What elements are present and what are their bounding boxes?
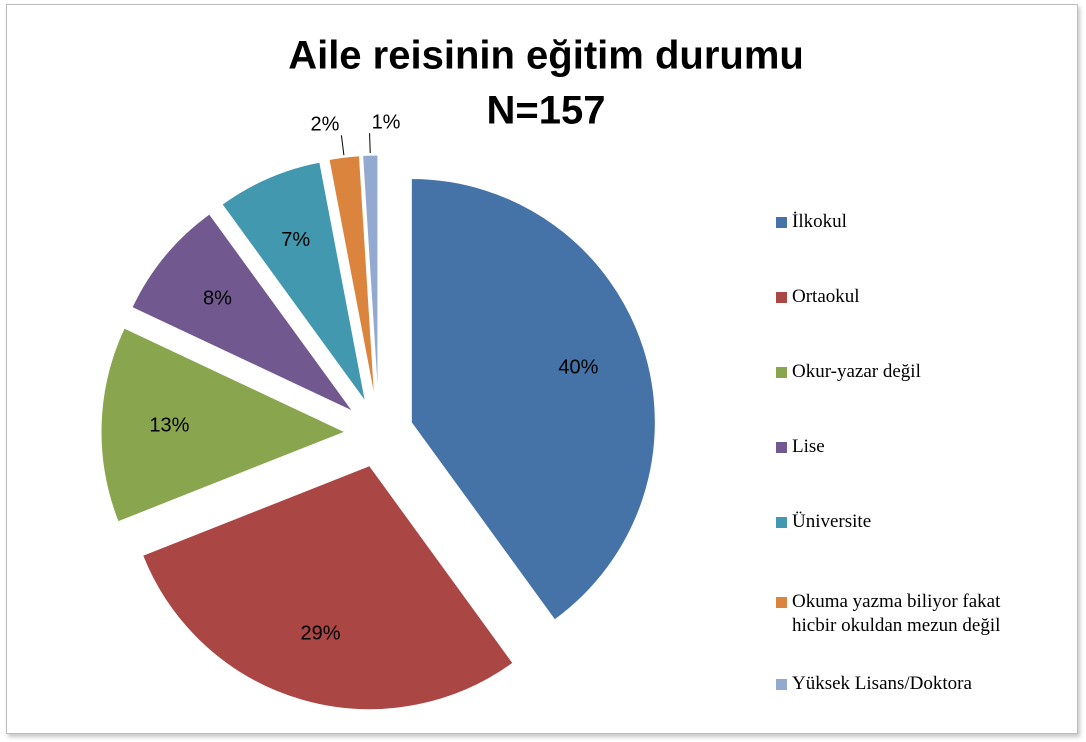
legend-label: İlkokul xyxy=(792,211,847,232)
legend-swatch xyxy=(776,292,787,303)
chart-subtitle: N=157 xyxy=(487,89,606,133)
data-label: 1% xyxy=(372,111,401,133)
legend-label: Okuma yazma biliyor fakat hicbir okuldan… xyxy=(792,591,1001,636)
legend-item: Okuma yazma biliyor fakat hicbir okuldan… xyxy=(776,590,1066,638)
pie-slice xyxy=(221,161,366,403)
pie-slice xyxy=(131,213,354,412)
pie-slice xyxy=(410,177,656,621)
legend-label: Okur-yazar değil xyxy=(792,361,921,382)
pie-slice xyxy=(328,155,376,400)
legend-swatch xyxy=(776,217,787,228)
legend-item: Okur-yazar değil xyxy=(776,360,1066,384)
data-label: 40% xyxy=(558,356,598,378)
data-label: 8% xyxy=(203,288,232,310)
legend-swatch xyxy=(776,517,787,528)
data-label: 29% xyxy=(300,623,340,645)
pie-slice xyxy=(100,327,347,523)
data-label: 2% xyxy=(310,114,339,136)
legend-item: Yüksek Lisans/Doktora xyxy=(776,672,1066,696)
legend-label: Lise xyxy=(792,436,825,457)
pie-slice xyxy=(362,154,379,400)
legend-label: Yüksek Lisans/Doktora xyxy=(792,673,972,694)
leader-line xyxy=(340,135,345,156)
legend-swatch xyxy=(776,367,787,378)
legend-item: Üniversite xyxy=(776,510,1066,534)
legend-swatch xyxy=(776,442,787,453)
legend-swatch xyxy=(776,597,787,608)
legend-item: Ortaokul xyxy=(776,285,1066,309)
leader-line xyxy=(369,133,371,154)
chart-title: Aile reisinin eğitim durumu xyxy=(288,34,804,78)
legend-label: Üniversite xyxy=(792,511,872,532)
legend-swatch xyxy=(776,679,787,690)
legend-item: Lise xyxy=(776,435,1066,459)
legend-item: İlkokul xyxy=(776,210,1066,234)
legend-label: Ortaokul xyxy=(792,286,860,307)
data-label: 13% xyxy=(149,415,189,437)
data-label: 7% xyxy=(281,229,310,251)
pie-slice xyxy=(141,465,514,711)
